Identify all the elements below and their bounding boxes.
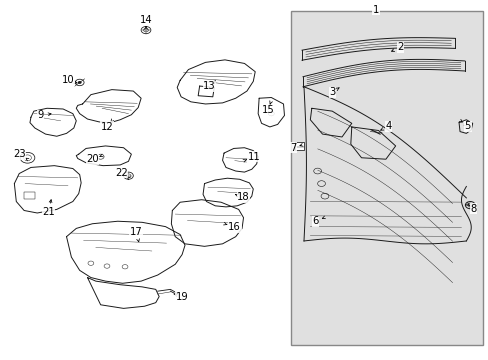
Text: 19: 19 — [175, 292, 188, 302]
Text: 14: 14 — [140, 15, 152, 26]
Text: 16: 16 — [228, 222, 241, 232]
Text: 10: 10 — [61, 75, 74, 85]
Text: 11: 11 — [247, 152, 260, 162]
Text: 9: 9 — [38, 111, 44, 121]
Text: 17: 17 — [130, 227, 142, 237]
Text: 20: 20 — [86, 154, 99, 164]
Text: 15: 15 — [261, 105, 274, 115]
Text: 6: 6 — [311, 216, 318, 226]
Text: 3: 3 — [328, 87, 335, 97]
Text: 4: 4 — [385, 121, 391, 131]
Text: 1: 1 — [372, 5, 379, 15]
Text: 21: 21 — [42, 207, 55, 217]
Circle shape — [78, 81, 81, 84]
Text: 22: 22 — [115, 168, 128, 178]
Bar — [290, 12, 483, 345]
Bar — [24, 192, 35, 199]
Text: 12: 12 — [101, 122, 113, 132]
Bar — [295, 141, 304, 150]
Text: 13: 13 — [203, 81, 215, 91]
Text: 23: 23 — [13, 149, 25, 159]
Text: 8: 8 — [469, 204, 476, 214]
Text: 2: 2 — [397, 42, 403, 52]
Text: 5: 5 — [464, 121, 470, 131]
Text: 18: 18 — [237, 192, 249, 202]
Text: 7: 7 — [289, 143, 296, 153]
